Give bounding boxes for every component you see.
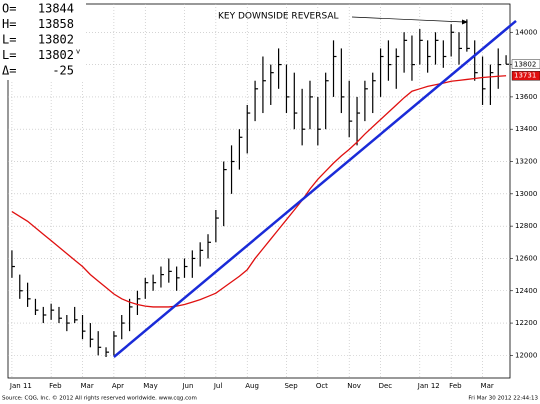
timestamp: Fri Mar 30 2012 22:44:13 xyxy=(468,396,538,402)
x-tick-label: Feb xyxy=(449,382,462,390)
y-tick-label: 12400 xyxy=(515,287,537,295)
header-box xyxy=(0,0,86,80)
header-value: 13802 xyxy=(38,33,74,47)
x-tick-label: May xyxy=(143,382,157,390)
y-tick-label: 14000 xyxy=(515,28,537,36)
y-tick-label: 13000 xyxy=(515,190,537,198)
y-tick-label: 13400 xyxy=(515,125,537,133)
x-tick-label: Jun xyxy=(181,382,193,390)
x-tick-label: Aug xyxy=(245,382,259,390)
x-tick-label: Mar xyxy=(81,382,94,390)
y-tick-label: 12600 xyxy=(515,254,537,262)
source: Source: CQG, Inc. © 2012 All rights rese… xyxy=(2,395,197,402)
header-label: H= xyxy=(2,17,16,31)
header-label: O= xyxy=(2,2,16,16)
annotation-arrow xyxy=(351,16,465,23)
x-tick-label: Sep xyxy=(284,382,298,390)
plot-frame xyxy=(7,3,511,379)
header-value: 13844 xyxy=(38,2,74,16)
annotation: KEY DOWNSIDE REVERSAL xyxy=(218,12,339,22)
moving-average xyxy=(11,75,507,308)
x-tick-label: Dec xyxy=(379,382,393,390)
ma-value-tag-box xyxy=(511,71,540,81)
header-label: L= xyxy=(2,48,16,62)
x-tick-label: Jan 12 xyxy=(417,382,440,390)
x-tick-label: Oct xyxy=(316,382,328,390)
x-tick-label: Apr xyxy=(112,382,124,390)
x-tick-label: Jan 11 xyxy=(9,382,32,390)
trendline xyxy=(113,20,517,358)
x-tick-label: Feb xyxy=(49,382,62,390)
header-value: -25 xyxy=(52,64,74,78)
arrow-head xyxy=(462,19,468,25)
y-tick-label: 12200 xyxy=(515,319,537,327)
y-tick-label: 12800 xyxy=(515,222,537,230)
y-tick-label: 12000 xyxy=(515,351,537,359)
header-value: 13802 xyxy=(38,48,74,62)
x-tick-label: Nov xyxy=(347,382,361,390)
ma-value-tag: 13731 xyxy=(514,72,536,80)
x-tick-label: Jul xyxy=(213,382,223,390)
header-label: L= xyxy=(2,33,16,47)
header-value: 13858 xyxy=(38,17,74,31)
last-value-tag: 13802 xyxy=(514,60,536,68)
header-label: Δ= xyxy=(2,64,16,78)
y-tick-label: 13600 xyxy=(515,93,537,101)
x-tick-label: Mar xyxy=(481,382,494,390)
last-value-tag-box xyxy=(511,59,540,69)
y-tick-label: 13200 xyxy=(515,158,537,166)
header-mark: v xyxy=(76,48,80,56)
